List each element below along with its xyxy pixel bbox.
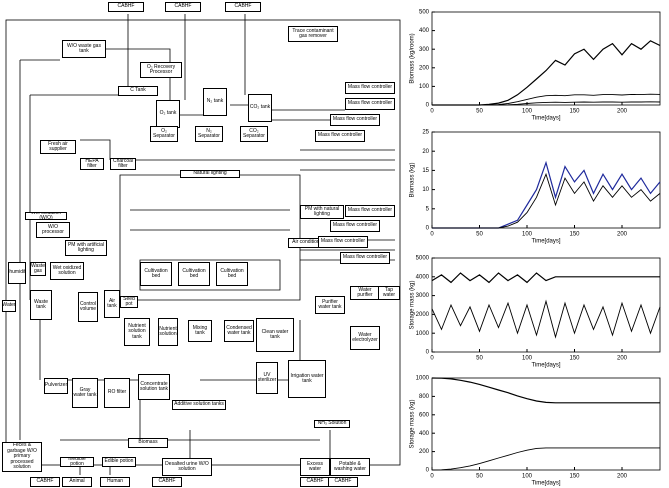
x-axis-label: Time[days] <box>531 363 560 369</box>
x-tick-label: 50 <box>476 474 483 480</box>
x-tick-label: 200 <box>617 232 628 238</box>
y-tick-label: 0 <box>426 350 430 356</box>
x-tick-label: 200 <box>617 109 628 115</box>
y-axis-label: Biomass (kg) <box>410 162 416 197</box>
x-tick-label: 150 <box>569 232 580 238</box>
y-tick-label: 15 <box>422 168 429 174</box>
y-tick-label: 1000 <box>416 331 430 337</box>
y-tick-label: 300 <box>419 47 430 53</box>
x-tick-label: 100 <box>522 232 533 238</box>
charts: 0100200300400500050100150200Time[days]Bi… <box>0 0 669 488</box>
y-axis-label: Biomass (kg/room) <box>410 33 416 83</box>
y-tick-label: 500 <box>419 10 430 16</box>
y-tick-label: 100 <box>419 84 430 90</box>
y-tick-label: 5000 <box>416 256 430 262</box>
y-tick-label: 2000 <box>416 312 430 318</box>
x-axis-label: Time[days] <box>531 116 560 122</box>
y-tick-label: 3000 <box>416 293 430 299</box>
y-tick-label: 600 <box>419 412 430 418</box>
x-tick-label: 150 <box>569 474 580 480</box>
x-tick-label: 150 <box>569 356 580 362</box>
x-tick-label: 50 <box>476 356 483 362</box>
series-line <box>432 163 660 228</box>
plot-frame <box>432 12 660 105</box>
page: CABHFCABHFCABHFW/O waste gas tankO₂ Reco… <box>0 0 669 488</box>
y-tick-label: 400 <box>419 431 430 437</box>
x-tick-label: 100 <box>522 109 533 115</box>
x-tick-label: 50 <box>476 109 483 115</box>
y-tick-label: 20 <box>422 149 429 155</box>
x-tick-label: 50 <box>476 232 483 238</box>
y-tick-label: 5 <box>426 206 430 212</box>
y-tick-label: 200 <box>419 65 430 71</box>
y-axis-label: Storage mass (kg) <box>410 280 416 329</box>
y-tick-label: 1000 <box>416 376 430 382</box>
y-tick-label: 800 <box>419 394 430 400</box>
series-line <box>432 174 660 228</box>
y-tick-label: 0 <box>426 468 430 474</box>
x-axis-label: Time[days] <box>531 239 560 245</box>
series-line <box>432 301 660 337</box>
x-tick-label: 100 <box>522 474 533 480</box>
series-line <box>432 273 660 282</box>
series-line <box>432 448 660 470</box>
x-tick-label: 0 <box>430 109 434 115</box>
x-tick-label: 200 <box>617 474 628 480</box>
x-tick-label: 200 <box>617 356 628 362</box>
x-tick-label: 100 <box>522 356 533 362</box>
y-axis-label: Storage mass (kg) <box>410 399 416 448</box>
x-tick-label: 0 <box>430 356 434 362</box>
x-tick-label: 150 <box>569 109 580 115</box>
y-tick-label: 25 <box>422 130 429 136</box>
y-tick-label: 0 <box>426 103 430 109</box>
series-line <box>432 94 660 105</box>
y-tick-label: 400 <box>419 28 430 34</box>
y-tick-label: 4000 <box>416 274 430 280</box>
y-tick-label: 10 <box>422 187 429 193</box>
x-tick-label: 0 <box>430 474 434 480</box>
y-tick-label: 200 <box>419 449 430 455</box>
series-line <box>432 378 660 403</box>
y-tick-label: 0 <box>426 226 430 232</box>
x-tick-label: 0 <box>430 232 434 238</box>
plot-frame <box>432 378 660 470</box>
plot-frame <box>432 258 660 352</box>
x-axis-label: Time[days] <box>531 481 560 487</box>
